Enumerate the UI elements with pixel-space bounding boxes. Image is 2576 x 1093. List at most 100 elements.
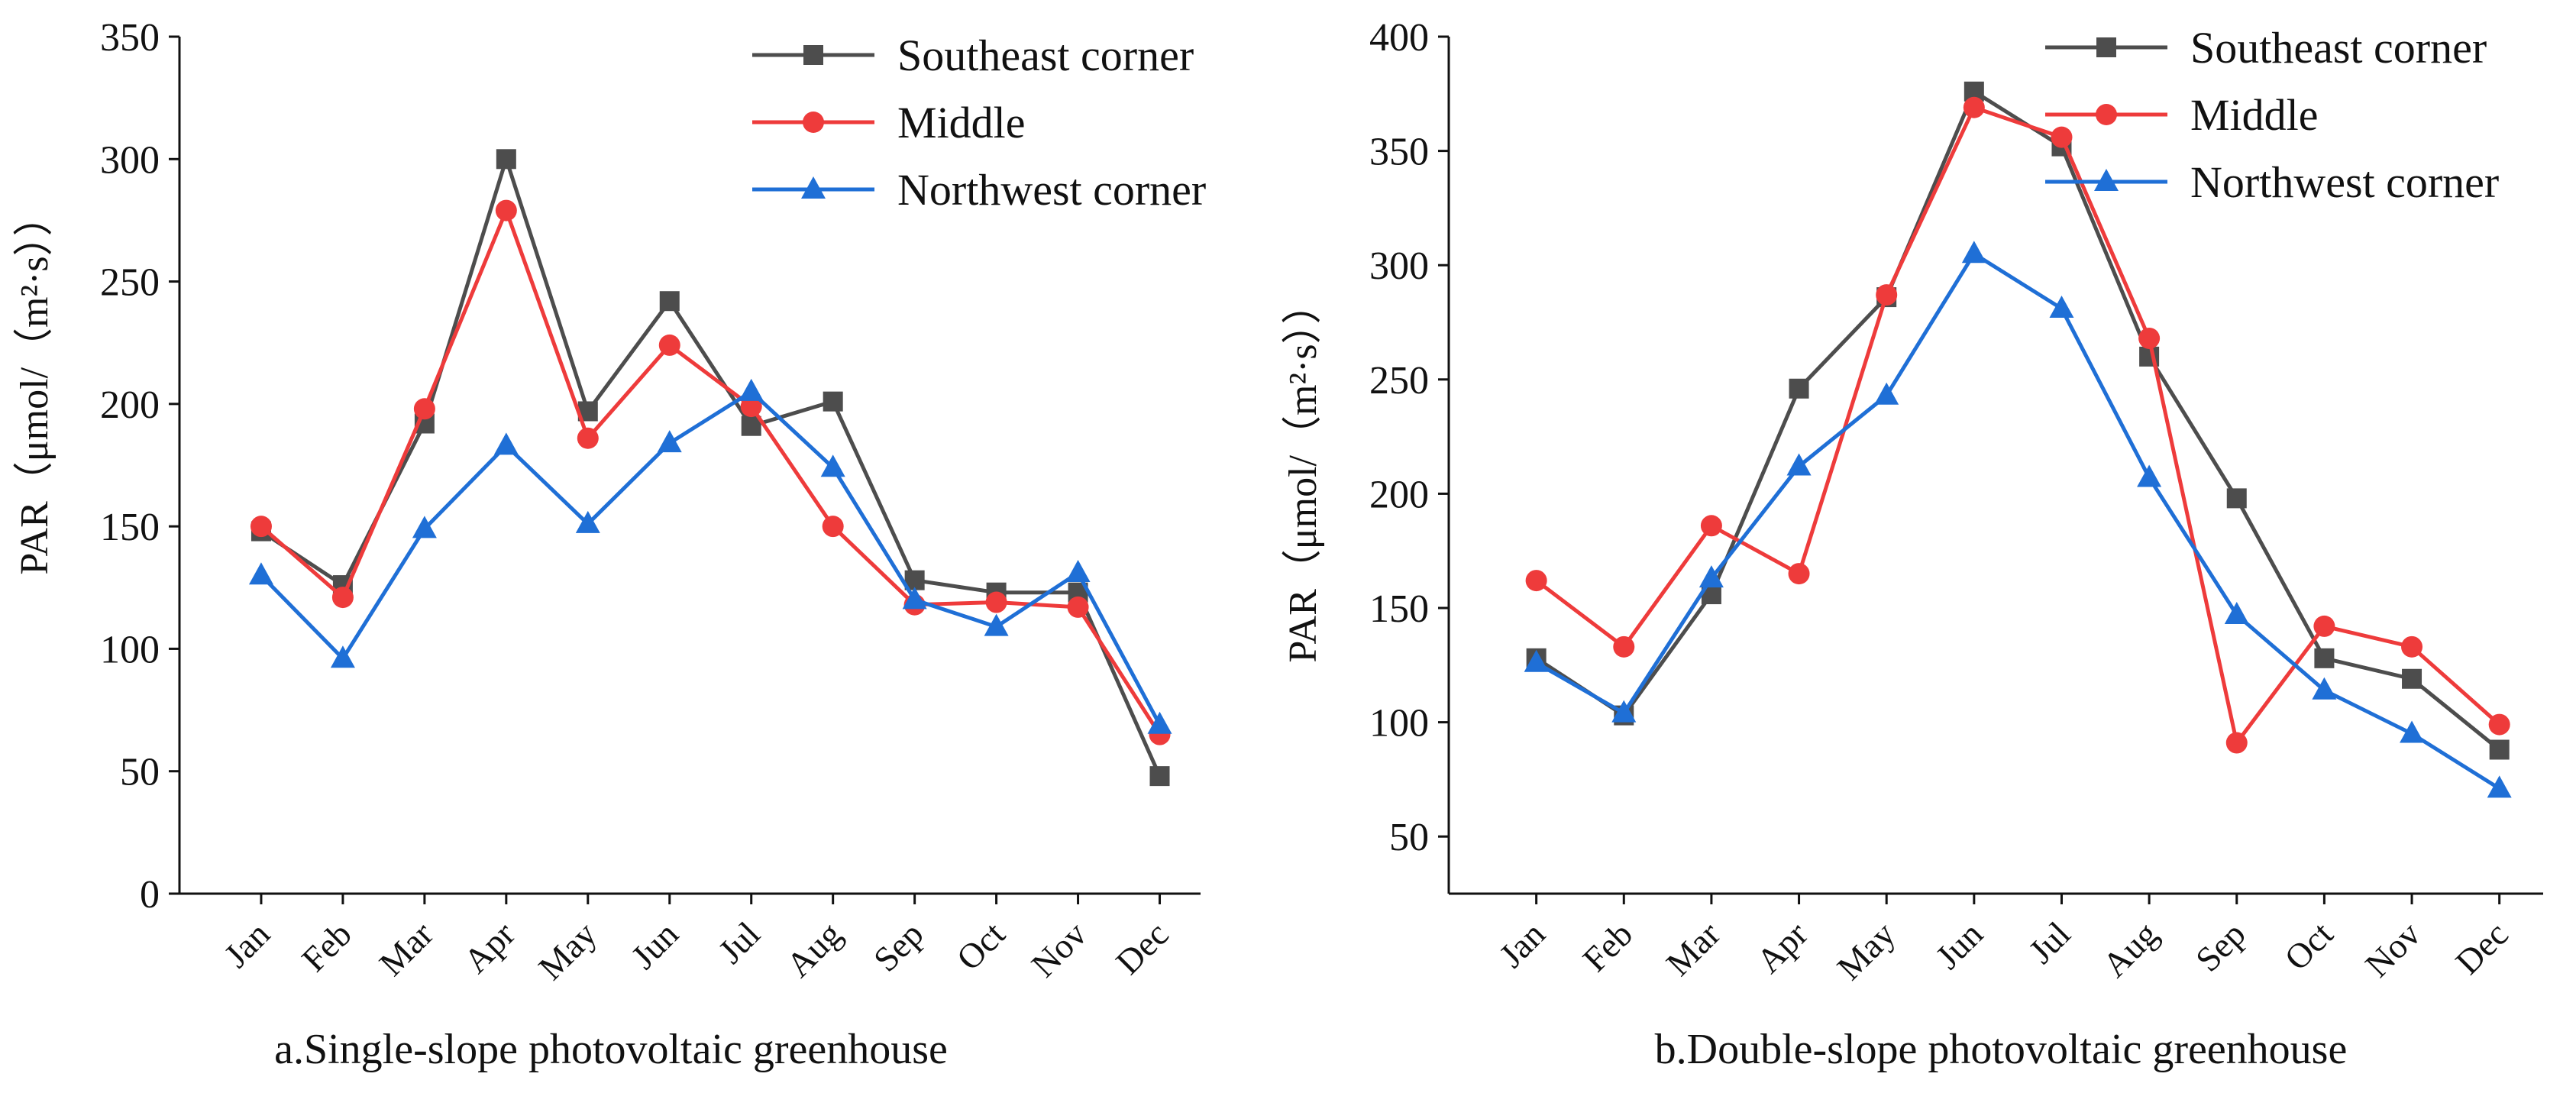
data-point <box>1961 241 1986 264</box>
legend-label: Middle <box>2190 90 2319 140</box>
data-point <box>1786 453 1812 476</box>
data-point <box>496 149 516 170</box>
y-tick-label: 100 <box>1369 702 1429 745</box>
legend-marker <box>803 112 824 133</box>
data-point <box>740 396 762 418</box>
data-point <box>1525 570 1547 592</box>
y-tick-label: 300 <box>1369 244 1429 288</box>
x-tick-label: Jan <box>217 914 277 975</box>
data-point <box>1789 378 1809 399</box>
data-point <box>1524 649 1549 672</box>
series-line <box>260 157 1162 778</box>
legend-entry: Southeast corner <box>2045 23 2487 73</box>
data-point <box>984 613 1009 636</box>
y-tick-label: 350 <box>1369 131 1429 174</box>
legend-label: Northwest corner <box>2190 157 2499 207</box>
data-point <box>1611 700 1637 723</box>
series-line <box>260 209 1162 736</box>
legend-entry: Northwest corner <box>752 165 1206 215</box>
data-point <box>1963 96 1985 118</box>
data-point <box>2225 732 2248 754</box>
x-tick-label: Nov <box>1024 914 1094 985</box>
x-tick-label: Dec <box>2448 914 2515 981</box>
series-line <box>1535 89 2501 752</box>
data-point <box>2224 601 2249 624</box>
data-point <box>1700 515 1722 537</box>
series-northwest-corner <box>248 378 1172 734</box>
data-point <box>658 334 680 356</box>
data-point <box>1874 382 1899 405</box>
legend-label: Southeast corner <box>2190 23 2487 73</box>
data-point <box>659 291 680 312</box>
legend-marker <box>2096 104 2117 125</box>
legend-label: Southeast corner <box>897 31 1194 80</box>
x-tick-label: Oct <box>949 914 1013 978</box>
x-tick-label: Sep <box>866 914 931 979</box>
y-tick-label: 200 <box>100 383 160 427</box>
series-line <box>1535 105 2501 745</box>
data-point <box>822 516 844 538</box>
legend-marker <box>2094 169 2119 191</box>
x-tick-label: Nov <box>2358 914 2428 985</box>
data-point <box>1876 284 1898 306</box>
y-tick-label: 250 <box>1369 359 1429 403</box>
series-middle <box>250 199 1171 745</box>
x-tick-label: Jan <box>1492 914 1552 975</box>
data-point <box>1698 565 1724 588</box>
x-tick-label: Jul <box>2022 914 2078 971</box>
data-point <box>577 427 599 449</box>
x-tick-label: Sep <box>2188 914 2253 979</box>
panel-caption-b: b.Double-slope photovoltaic greenhouse <box>1655 1026 2348 1073</box>
data-point <box>2049 296 2074 319</box>
panel-caption-a: a.Single-slope photovoltaic greenhouse <box>274 1026 948 1073</box>
data-point <box>495 199 517 222</box>
data-point <box>248 562 273 585</box>
data-point <box>1613 635 1635 658</box>
data-point <box>2313 615 2335 637</box>
data-point <box>902 587 927 610</box>
data-point <box>2488 713 2510 736</box>
data-point <box>250 516 272 538</box>
x-tick-label: Apr <box>456 914 522 981</box>
legend-marker <box>803 45 823 65</box>
data-point <box>2402 668 2422 689</box>
series-middle <box>1525 96 2510 754</box>
x-tick-label: Aug <box>2095 914 2165 985</box>
x-tick-label: May <box>531 914 604 988</box>
x-tick-label: Jun <box>1928 914 1990 976</box>
y-tick-label: 150 <box>1369 587 1429 631</box>
data-point <box>412 516 437 538</box>
data-point <box>1065 560 1091 583</box>
data-point <box>820 454 845 477</box>
x-tick-label: Mar <box>372 914 441 983</box>
data-point <box>1067 596 1089 618</box>
y-tick-label: 300 <box>100 138 160 182</box>
chart-panel-a: 0 50 100 150 200 250 300 350 Jan Feb Mar Apr May Jun J… <box>13 16 1206 1073</box>
x-tick-label: Jun <box>624 914 686 976</box>
legend-entry: Northwest corner <box>2045 157 2499 207</box>
data-point <box>985 591 1007 613</box>
data-point <box>1147 711 1172 734</box>
data-point <box>331 587 354 609</box>
data-point <box>1788 563 1810 585</box>
data-point <box>739 378 764 401</box>
y-tick-label: 50 <box>1389 816 1429 859</box>
series-northwest-corner <box>1524 241 2512 798</box>
legend-entry: Southeast corner <box>752 31 1194 80</box>
y-axis-title: PAR（μmol/（m²·s）） <box>1282 284 1325 662</box>
data-point <box>2487 775 2512 798</box>
series-line <box>1535 251 2501 791</box>
data-point <box>575 510 600 533</box>
x-tick-label: Dec <box>1108 914 1175 981</box>
x-tick-label: Apr <box>1749 914 1815 981</box>
chart-panel-b: 50 100 150 200 250 300 350 400 Jan Feb Mar Apr May Ju… <box>1282 16 2543 1073</box>
x-tick-label: Mar <box>1659 914 1728 983</box>
data-point <box>2137 464 2162 487</box>
data-point <box>2400 720 2425 743</box>
x-tick-label: Feb <box>294 914 359 979</box>
y-tick-label: 150 <box>100 506 160 549</box>
legend-label: Middle <box>897 98 1026 147</box>
data-point <box>2312 677 2337 700</box>
data-point <box>1149 766 1170 787</box>
